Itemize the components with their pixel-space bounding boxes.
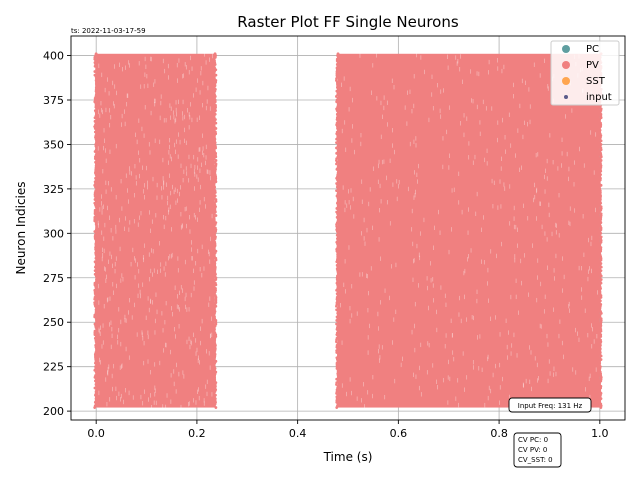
pv-spike-block <box>337 53 600 408</box>
pv-spike <box>336 96 340 100</box>
cv-annotation: CV PC: 0 CV PV: 0 CV_SST: 0 <box>513 432 562 468</box>
y-tick-label: 300 <box>43 227 64 240</box>
pv-spike <box>212 285 216 289</box>
y-tick-label: 225 <box>43 361 64 374</box>
pv-spike <box>94 52 98 56</box>
legend-marker-pc <box>562 45 570 53</box>
cv-pc-text: CV PC: 0 <box>518 436 548 444</box>
pv-spike <box>212 215 216 219</box>
pv-spike <box>95 71 98 75</box>
pv-spike <box>336 191 340 194</box>
pv-spike <box>599 212 603 216</box>
y-tick-label: 400 <box>43 50 64 63</box>
legend-marker-pv <box>562 61 570 69</box>
pv-spike <box>212 182 216 185</box>
pv-spike <box>335 210 339 214</box>
x-tick-label: 0.4 <box>289 427 307 440</box>
pv-spike <box>93 386 97 390</box>
legend-marker-sst <box>562 77 570 85</box>
pv-spike <box>214 214 218 217</box>
legend-marker-input <box>564 95 568 99</box>
y-tick-label: 375 <box>43 94 64 107</box>
pv-spike <box>335 189 338 193</box>
pv-spike <box>336 153 340 157</box>
pv-spike <box>212 279 216 283</box>
pv-spike <box>214 73 218 77</box>
pv-spike <box>214 159 218 162</box>
legend: PC PV SST input <box>550 40 620 106</box>
plot-area <box>93 52 603 410</box>
pv-spike <box>212 157 216 161</box>
pv-spike <box>93 329 97 333</box>
pv-spike <box>336 320 340 324</box>
axes-frame <box>70 35 626 421</box>
y-tick-label: 275 <box>43 272 64 285</box>
x-tick-label: 0.0 <box>87 427 105 440</box>
pv-spike-dots <box>93 52 218 410</box>
x-tick-label: 0.8 <box>490 427 508 440</box>
legend-label-pv: PV <box>586 60 599 71</box>
y-axis: 200 225 250 275 300 325 350 375 400 <box>43 50 71 418</box>
x-tick-label: 0.2 <box>188 427 206 440</box>
pv-spike <box>95 388 98 392</box>
pv-spike <box>213 52 217 56</box>
pv-spike <box>212 128 216 132</box>
pv-spike <box>336 306 340 310</box>
pv-spike <box>336 143 340 146</box>
x-tick-label: 1.0 <box>591 427 609 440</box>
x-axis: 0.0 0.2 0.4 0.6 0.8 1.0 <box>87 420 609 440</box>
pv-spike <box>93 70 97 73</box>
pv-spike <box>335 322 338 326</box>
pv-spike <box>212 123 216 127</box>
x-axis-label: Time (s) <box>323 450 373 464</box>
input-frequency-text: Input Freq: 131 Hz <box>518 402 583 410</box>
timestamp-label: ts: 2022-11-03-17-59 <box>71 27 146 35</box>
pv-spike <box>599 183 603 187</box>
pv-spike-block <box>96 53 215 408</box>
cv-pv-text: CV PV: 0 <box>518 446 547 454</box>
y-tick-label: 250 <box>43 316 64 329</box>
pv-spike <box>598 185 601 189</box>
pv-spike <box>599 235 603 239</box>
pv-spike <box>93 73 97 77</box>
legend-label-input: input <box>586 92 612 103</box>
pv-spike <box>335 377 339 381</box>
pv-spike-dots <box>335 52 603 410</box>
pv-spike <box>335 308 339 312</box>
y-tick-label: 325 <box>43 183 64 196</box>
y-axis-label: Neuron Indicies <box>14 181 28 274</box>
legend-label-sst: SST <box>586 76 606 87</box>
y-tick-label: 350 <box>43 138 64 151</box>
input-frequency-annotation: Input Freq: 131 Hz <box>508 397 592 413</box>
y-tick-label: 200 <box>43 405 64 418</box>
legend-label-pc: PC <box>586 44 599 55</box>
pv-spike <box>336 52 340 56</box>
x-tick-label: 0.6 <box>390 427 408 440</box>
pv-spike <box>336 352 340 356</box>
pv-spike <box>337 164 340 168</box>
cv-sst-text: CV_SST: 0 <box>518 456 553 464</box>
chart-title: Raster Plot FF Single Neurons <box>237 13 459 31</box>
pv-spike <box>214 198 218 201</box>
